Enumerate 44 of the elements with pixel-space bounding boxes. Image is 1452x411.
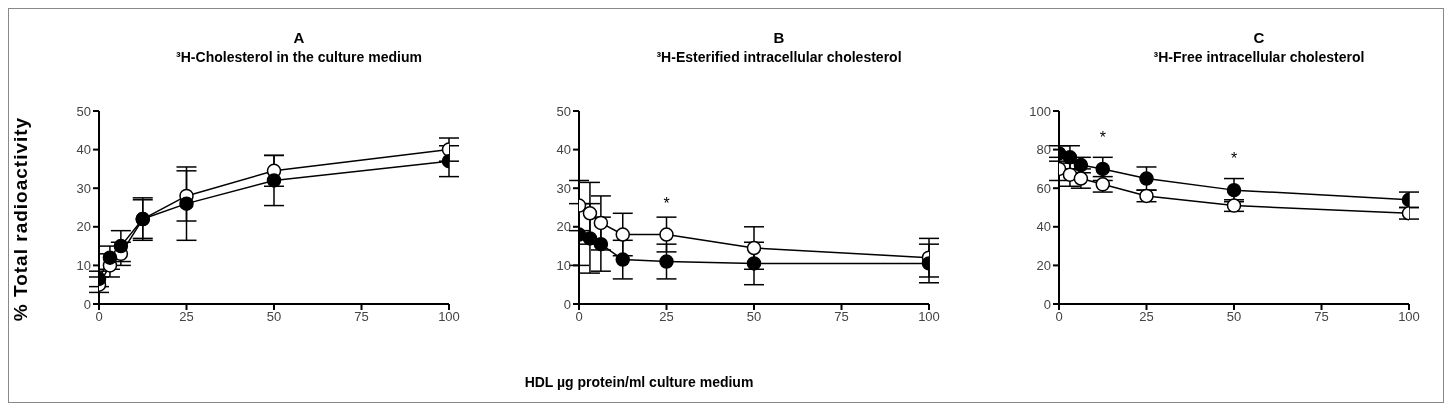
chart-subtitle: ³H-Cholesterol in the culture medium (175, 49, 423, 65)
chart-subtitle: ³H-Esterified intracellular cholesterol (655, 49, 903, 65)
annotation: * (663, 194, 670, 212)
x-tick-label: 100 (1398, 309, 1420, 325)
y-tick-label: 80 (1036, 142, 1051, 158)
x-tick-label: 50 (1226, 309, 1242, 325)
y-tick-label: 50 (556, 103, 571, 119)
y-tick-label: 10 (556, 258, 571, 274)
x-tick-label: 100 (918, 309, 940, 325)
y-tick-label: 20 (556, 219, 571, 235)
x-tick-label: 50 (746, 309, 762, 325)
y-tick-label: 40 (1036, 219, 1051, 235)
annotation: * (1230, 150, 1238, 168)
x-tick-label: 0 (1055, 309, 1063, 325)
y-tick-label: 30 (556, 180, 571, 196)
chart-title: A (292, 29, 306, 46)
y-tick-label: 20 (1036, 258, 1051, 274)
y-tick-label: 0 (83, 296, 91, 312)
y-tick-label: 20 (76, 219, 91, 235)
y-tick-label: 50 (76, 103, 91, 119)
y-axis-title: % Total radioactivity (10, 116, 32, 322)
y-tick-label: 40 (556, 142, 571, 158)
x-tick-label: 100 (438, 309, 460, 325)
x-tick-label: 0 (575, 309, 583, 325)
x-tick-label: 25 (179, 309, 194, 325)
chart-subtitle: ³H-Free intracellular cholesterol (1152, 49, 1366, 65)
y-tick-label: 30 (76, 180, 91, 196)
y-tick-label: 10 (76, 258, 91, 274)
x-axis-title: HDL µg protein/ml culture medium (524, 374, 754, 390)
y-tick-label: 0 (1043, 296, 1051, 312)
x-tick-label: 0 (95, 309, 103, 325)
annotation: * (1099, 128, 1106, 146)
y-tick-label: 0 (563, 296, 571, 312)
y-tick-label: 60 (1036, 180, 1051, 196)
y-tick-label: 100 (1029, 103, 1051, 119)
x-tick-label: 50 (266, 309, 282, 325)
chart-title: C (1252, 29, 1266, 46)
y-tick-label: 40 (76, 142, 91, 158)
chart-title: B (772, 29, 786, 46)
x-tick-label: 75 (1314, 309, 1329, 325)
x-tick-label: 75 (834, 309, 849, 325)
x-tick-label: 75 (354, 309, 369, 325)
x-tick-label: 25 (1139, 309, 1154, 325)
x-tick-label: 25 (659, 309, 674, 325)
